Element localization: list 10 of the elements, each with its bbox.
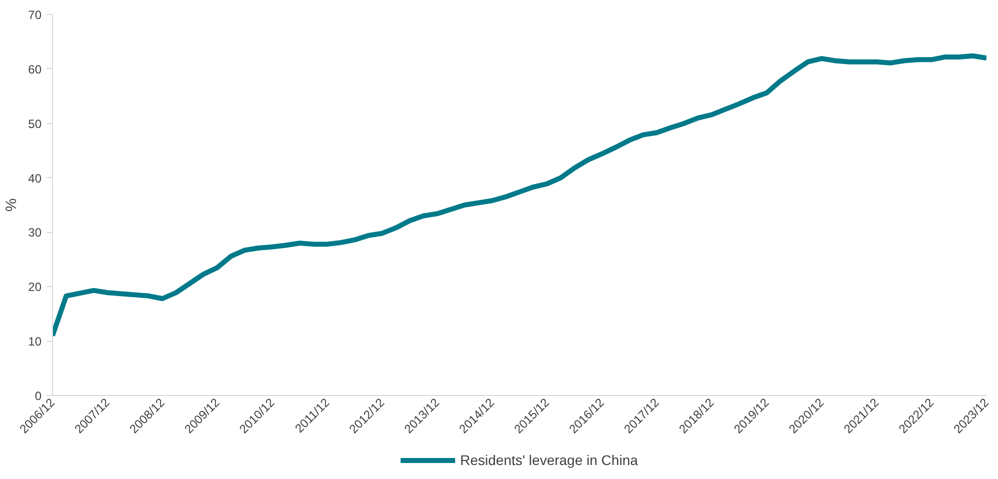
y-tick-label: 40 <box>28 171 42 186</box>
y-tick-label: 70 <box>28 8 42 22</box>
y-tick-label: 60 <box>28 62 42 76</box>
y-axis-title: % <box>3 198 20 212</box>
y-tick-label: 20 <box>28 280 42 294</box>
legend-label: Residents' leverage in China <box>460 452 638 468</box>
y-tick-label: 10 <box>28 334 42 349</box>
y-tick-label: 30 <box>28 226 42 240</box>
y-tick-label: 50 <box>28 116 42 131</box>
y-tick-label: 0 <box>34 389 42 403</box>
